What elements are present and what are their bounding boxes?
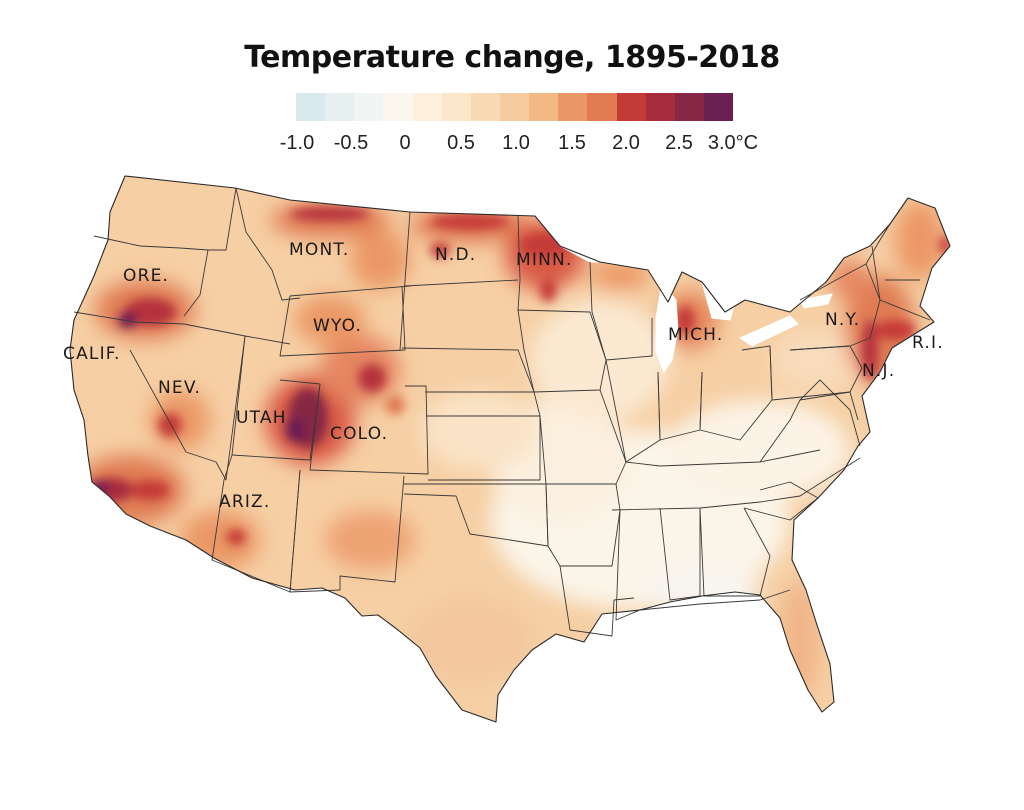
legend-swatch-3 [383,93,413,121]
border-or-ca [73,311,185,325]
border-oh [699,345,773,441]
border-ks [426,415,541,481]
border-tn-south [611,457,861,511]
legend-tick-label: 0 [399,132,411,154]
legend-swatch-13 [674,93,704,121]
map-title: Temperature change, 1895-2018 [244,40,780,75]
border-ms-al [615,509,641,621]
border-mo [533,389,627,485]
legend-swatch-7 [499,93,530,121]
label-utah: UTAH [236,408,287,428]
label-new-jersey: N.J. [862,361,895,381]
border-ut [231,335,321,461]
legend-tick-label: 2.0 [612,132,640,154]
color-scale-legend [296,93,734,121]
legend-ticks: -1.0 -0.5 0 0.5 1.0 1.5 2.0 2.5 3.0°C [0,132,1024,156]
legend-swatch-9 [558,93,588,121]
legend-swatch-5 [441,93,471,121]
label-california: CALIF. [63,344,121,364]
state-borders [73,187,931,637]
label-wyoming: WYO. [313,316,362,336]
legend-tick-label: 3.0°C [707,132,759,154]
label-montana: MONT. [289,240,350,260]
label-new-york: N.Y. [825,310,860,330]
label-colorado: COLO. [330,424,388,444]
border-wa-or [93,235,209,251]
legend-swatch-10 [587,93,617,121]
lake-michigan [655,280,679,374]
border-al [659,507,701,601]
border-md-de [799,391,859,421]
us-outline [69,175,951,723]
border-nm [289,469,405,593]
legend-swatch-4 [412,93,442,121]
border-dakotas-west [399,211,411,351]
border-ar [545,483,621,567]
great-lakes [558,237,833,374]
lake-ontario [799,293,833,309]
legend-tick-label: 2.5 [665,132,693,154]
label-michigan: MICH. [668,325,723,345]
label-north-dakota: N.D. [435,245,476,265]
border-nd-sd [404,279,519,287]
lake-erie [738,315,799,347]
label-nevada: NEV. [158,378,201,398]
border-id-mt [235,187,301,301]
lake-superior [558,237,669,269]
border-ne-states [865,223,931,321]
border-mt-south [289,285,411,297]
border-id-west [183,187,237,317]
border-mn [517,215,591,313]
border-ga [699,507,771,597]
legend-swatch-14 [703,93,734,121]
border-fl [639,589,791,611]
border-co [309,383,429,475]
border-la [559,565,635,637]
legend-swatch-12 [645,93,675,121]
legend-tick-label: 1.0 [502,132,530,154]
border-wyo [279,285,406,357]
state-labels: ORE. CALIF. NEV. MONT. WYO. UTAH ARIZ. C… [63,240,944,512]
legend-tick-label: -1.0 [279,132,315,154]
legend-tick-label: 0.5 [447,132,475,154]
legend-swatch-0 [296,93,326,121]
legend-tick-label: 1.5 [558,132,586,154]
legend-swatch-11 [616,93,646,121]
label-rhode-island: R.I. [912,333,944,353]
border-va-wv [759,379,861,463]
label-oregon: ORE. [123,266,169,286]
legend-swatch-1 [325,93,355,121]
legend-swatch-6 [470,93,500,121]
border-nv [129,323,246,481]
legend-swatch-2 [354,93,384,121]
label-arizona: ARIZ. [219,492,271,512]
label-minnesota: MINN. [516,250,573,270]
legend-tick-label: -0.5 [333,132,369,154]
legend-swatch-8 [529,93,559,121]
border-ne [401,347,535,393]
